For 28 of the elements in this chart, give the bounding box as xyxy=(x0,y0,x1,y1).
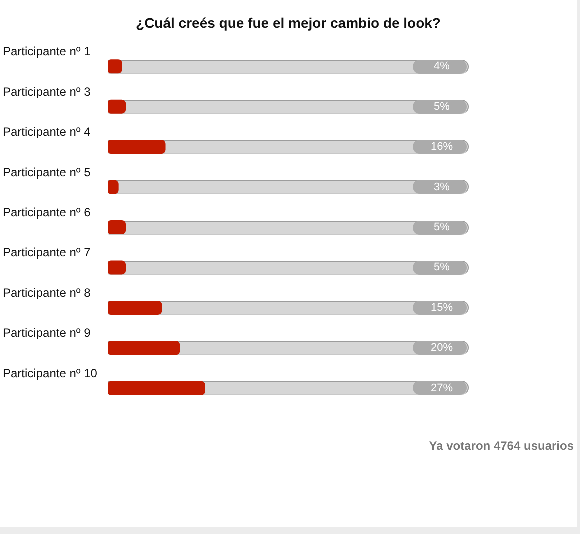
y-tick-label: Participante nº 8 xyxy=(3,286,92,300)
bar xyxy=(108,220,126,234)
data-label: 16% xyxy=(430,141,454,154)
bar xyxy=(108,60,122,74)
bar xyxy=(108,381,206,396)
data-label: 5% xyxy=(434,222,450,234)
y-tick-label: Participante nº 9 xyxy=(3,326,92,340)
bar xyxy=(108,300,162,315)
y-tick-label: Participante nº 7 xyxy=(3,246,92,260)
data-label: 20% xyxy=(430,342,454,354)
y-tick-label: Participante nº 3 xyxy=(3,84,92,99)
text: Ya votaron 4764 usuarios xyxy=(429,439,574,453)
data-label: 15% xyxy=(430,302,454,314)
bar xyxy=(108,100,126,114)
bar xyxy=(108,341,180,356)
bar xyxy=(108,140,166,154)
data-label: 27% xyxy=(430,382,454,394)
data-label: 5% xyxy=(434,262,450,274)
y-tick-label: Participante nº 6 xyxy=(3,206,92,220)
y-tick-label: Participante nº 4 xyxy=(3,125,92,140)
y-tick-label: Participante nº 10 xyxy=(3,366,98,380)
data-label: 3% xyxy=(434,181,450,194)
bar xyxy=(108,260,126,275)
data-label: 4% xyxy=(434,60,450,73)
y-tick-label: Participante nº 1 xyxy=(3,44,92,59)
chart-title: ¿Cuál creés que fue el mejor cambio de look? xyxy=(136,15,441,31)
data-label: 5% xyxy=(434,100,450,113)
y-tick-label: Participante nº 5 xyxy=(3,165,92,180)
